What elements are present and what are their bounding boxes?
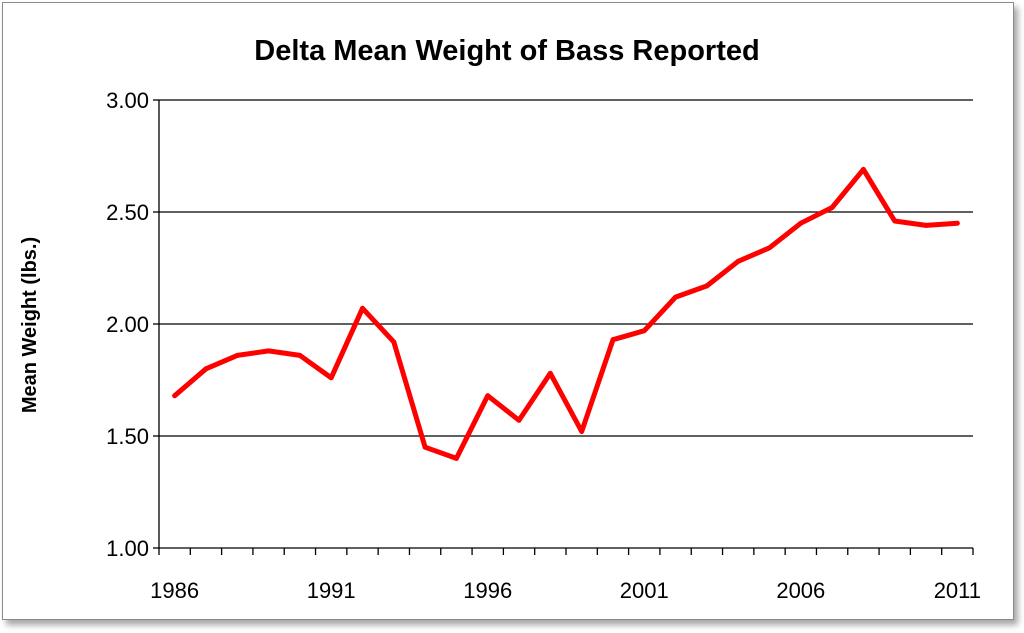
data-point-2001 [641,328,647,334]
series-layer [172,166,960,461]
data-point-1987 [203,366,209,372]
data-point-1994 [422,444,428,450]
data-point-2004 [735,258,741,264]
x-tick-label-2: 1996 [463,578,512,603]
y-tick-label-1: 1.50 [106,424,149,449]
data-point-1986 [172,393,178,399]
data-point-1992 [360,305,365,311]
data-point-1993 [391,339,397,345]
data-point-1999 [579,429,585,434]
x-tick-label-1: 1991 [307,578,356,603]
y-tick-label-2: 2.00 [106,312,149,337]
data-point-1995 [454,456,459,461]
data-point-1996 [485,393,491,399]
data-point-2008 [861,167,866,172]
gridlines [159,99,973,437]
axes [153,99,974,555]
chart-frame [2,2,1014,620]
y-axis-label: Mean Weight (lbs.) [19,237,41,413]
data-point-2006 [798,220,804,226]
series-line-0 [172,166,960,461]
data-point-1997 [516,417,522,423]
data-point-2010 [923,223,929,228]
data-point-2007 [829,205,835,210]
data-point-2002 [673,294,678,300]
x-tick-labels: 1986 1991 1996 2001 2006 2011 [150,578,981,603]
y-tick-labels: 1.00 1.50 2.00 2.50 3.00 [106,88,149,561]
data-point-2011 [954,220,960,226]
data-point-1988 [234,352,240,358]
data-point-1998 [547,370,553,376]
x-tick-label-4: 2006 [776,578,825,603]
x-tick-label-3: 2001 [620,578,669,603]
data-point-1990 [297,352,303,358]
data-point-1991 [328,375,334,381]
y-tick-label-4: 3.00 [106,88,149,113]
y-tick-label-0: 1.00 [106,536,149,561]
data-point-1989 [266,348,271,354]
x-tick-label-0: 1986 [150,578,199,603]
data-point-2003 [704,283,710,289]
y-tick-label-3: 2.50 [106,200,149,225]
data-point-2005 [767,245,772,251]
data-point-2009 [892,218,898,224]
x-tick-label-5: 2011 [934,578,981,603]
data-point-2000 [610,337,616,343]
chart-title: Delta Mean Weight of Bass Reported [254,35,759,67]
